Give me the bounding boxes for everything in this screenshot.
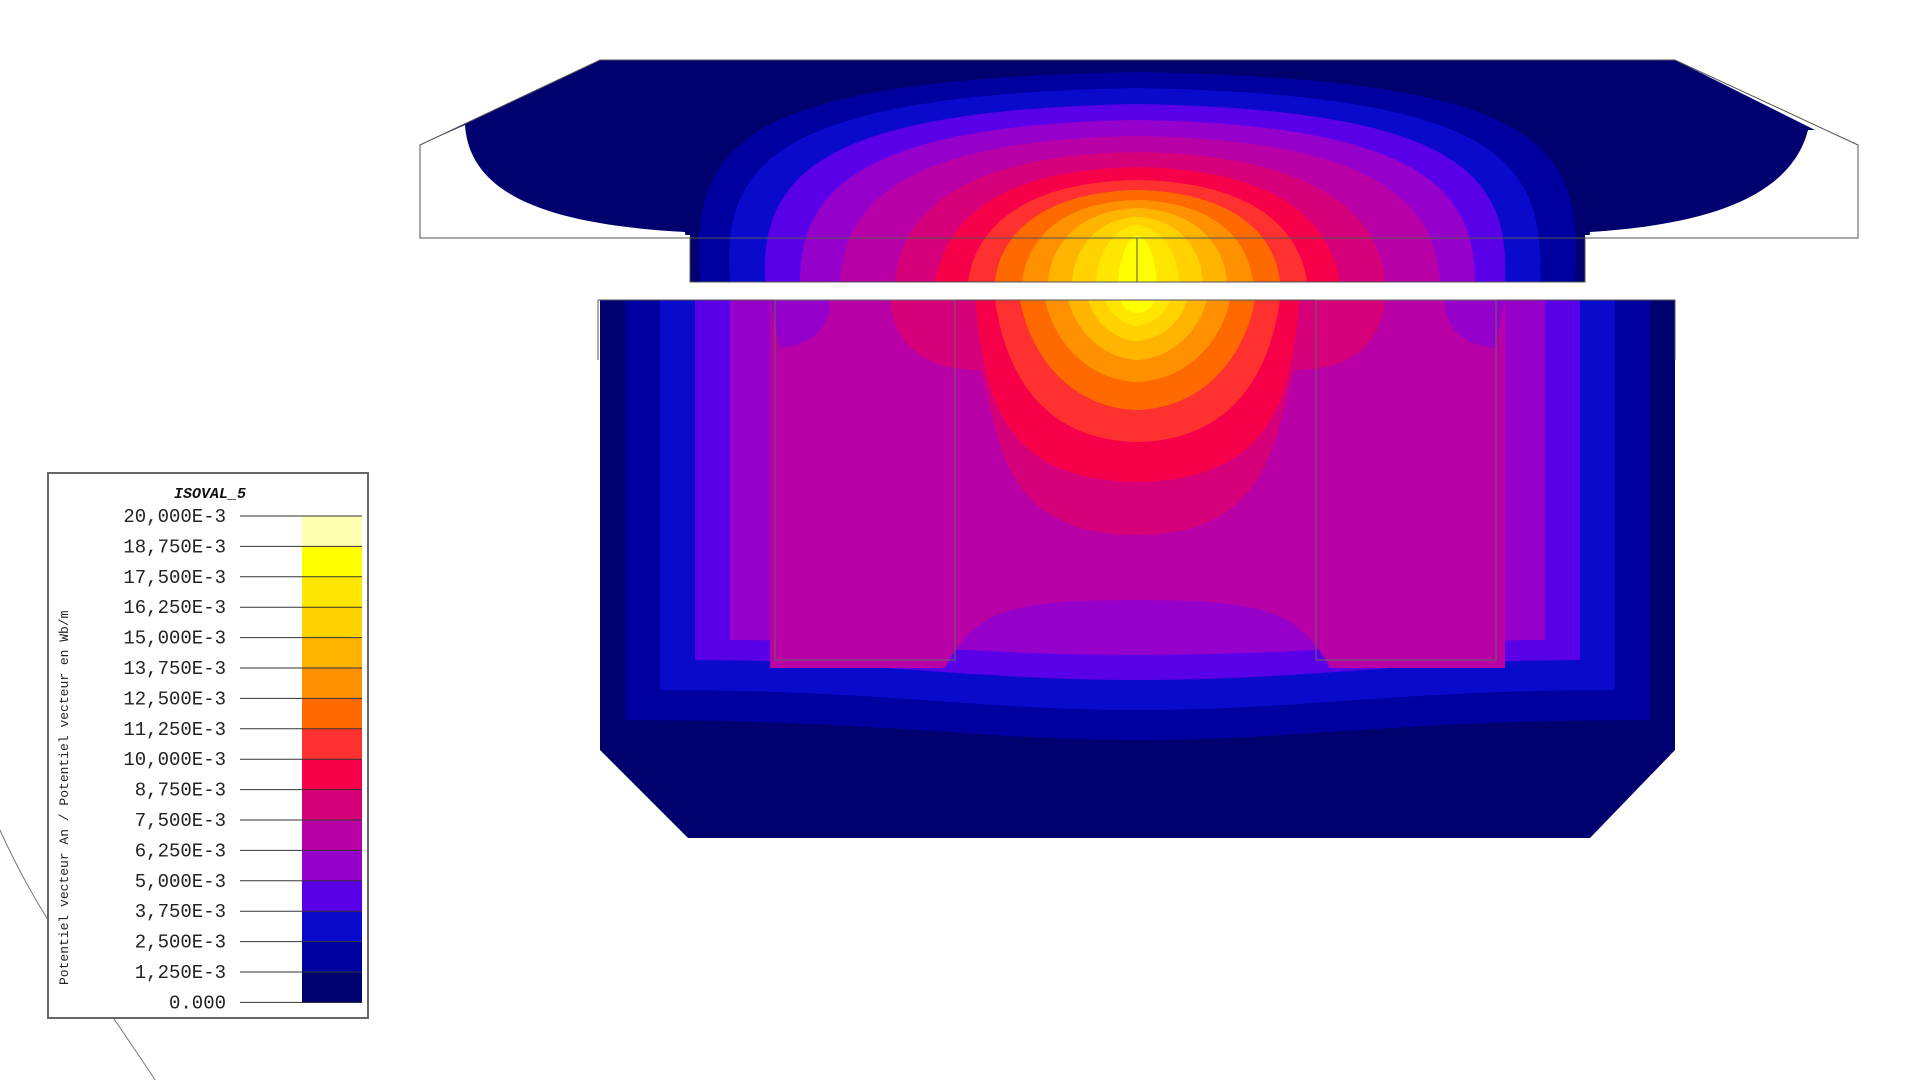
legend-level-label: 20,000E-3: [123, 506, 226, 528]
legend-swatch: [302, 880, 362, 912]
legend-swatch: [302, 972, 362, 1003]
bottom-part-outline: [597, 299, 1676, 360]
legend-levels: 20,000E-3 18,750E-3 17,500E-3 16,250E-3 15,0…: [123, 506, 362, 1014]
top-part: [420, 60, 1815, 282]
legend-swatch: [302, 728, 362, 760]
legend-level-label: 13,750E-3: [123, 658, 226, 680]
legend-level-label: 3,750E-3: [135, 901, 226, 923]
legend-axis-label: Potentiel vecteur An / Potentiel vecteur…: [57, 610, 72, 985]
top-part-outline: [419, 59, 1859, 283]
bottom-part: [600, 300, 1675, 838]
legend-level-label: 6,250E-3: [135, 840, 226, 862]
legend-swatch: [302, 911, 362, 943]
legend-swatch: [302, 759, 362, 791]
legend-swatch: [302, 516, 362, 547]
legend-level-label: 5,000E-3: [135, 871, 226, 893]
legend-level-label: 15,000E-3: [123, 628, 226, 650]
legend-level-label: 12,500E-3: [123, 688, 226, 710]
legend-level-label: 2,500E-3: [135, 932, 226, 954]
legend-swatch: [302, 576, 362, 608]
legend-swatch: [302, 637, 362, 669]
legend-swatch: [302, 789, 362, 821]
legend-level-label: 16,250E-3: [123, 597, 226, 619]
winding-right: [1315, 299, 1497, 661]
legend-level-label: 8,750E-3: [135, 780, 226, 802]
legend-swatch: [302, 607, 362, 639]
legend: ISOVAL_5 Potentiel vecteur An / Potentie…: [47, 472, 369, 1019]
legend-swatch: [302, 850, 362, 882]
legend-level-label: 11,250E-3: [123, 719, 226, 741]
legend-swatch: [302, 546, 362, 578]
legend-level-label: 18,750E-3: [123, 536, 226, 558]
legend-swatch: [302, 698, 362, 730]
legend-level-label: 10,000E-3: [123, 749, 226, 771]
legend-swatch: [302, 941, 362, 973]
legend-level-label: 0.000: [169, 992, 226, 1014]
legend-title: ISOVAL_5: [174, 486, 246, 503]
legend-level-label: 17,500E-3: [123, 567, 226, 589]
legend-swatch: [302, 668, 362, 699]
legend-level-label: 7,500E-3: [135, 810, 226, 832]
legend-level-label: 1,250E-3: [135, 962, 226, 984]
legend-swatch: [302, 820, 362, 851]
winding-left: [774, 299, 956, 661]
